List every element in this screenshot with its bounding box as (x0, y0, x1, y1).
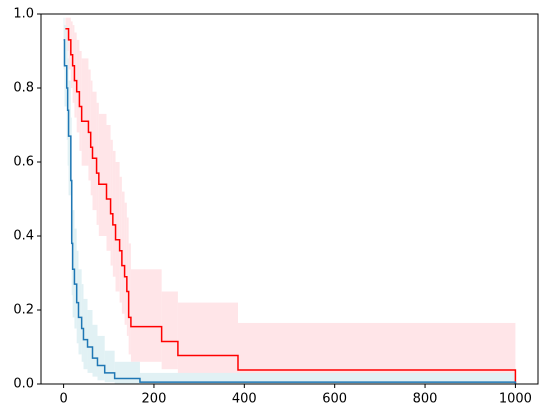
confidence-band (96, 102, 99, 225)
y-tick-label: 0.6 (13, 155, 34, 170)
y-tick-label: 1.0 (13, 7, 34, 22)
confidence-band (106, 125, 111, 251)
x-tick-label: 600 (322, 392, 347, 407)
confidence-band (65, 17, 69, 51)
y-tick-label: 0.2 (13, 303, 34, 318)
plot-frame (40, 13, 539, 385)
confidence-band (81, 284, 84, 362)
confidence-band (81, 58, 89, 166)
confidence-band (97, 335, 105, 381)
confidence-band (76, 250, 79, 344)
confidence-band (130, 269, 162, 362)
confidence-band (139, 372, 516, 384)
confidence-band (74, 228, 77, 329)
confidence-band (115, 162, 120, 292)
confidence-band (72, 210, 75, 318)
y-tick-label: 0.4 (13, 229, 34, 244)
confidence-band (98, 113, 107, 236)
confidence-band (79, 51, 82, 151)
confidence-band (88, 69, 91, 181)
confidence-band (161, 291, 178, 370)
x-tick-label: 1000 (499, 392, 532, 407)
confidence-band (72, 25, 75, 103)
confidence-band (87, 310, 93, 373)
x-tick-label: 200 (142, 392, 167, 407)
confidence-band (124, 202, 127, 325)
confidence-band (74, 32, 77, 118)
y-tick-label: 0.0 (13, 377, 34, 392)
confidence-band (92, 324, 98, 377)
x-tick-label: 800 (413, 392, 438, 407)
x-tick-label: 400 (232, 392, 257, 407)
confidence-band (128, 243, 131, 355)
survival-line (65, 28, 517, 384)
confidence-band (76, 39, 80, 133)
x-tick-label: 0 (59, 392, 67, 407)
confidence-band (68, 80, 71, 196)
confidence-band (112, 150, 116, 277)
confidence-band (110, 139, 113, 266)
confidence-band (78, 269, 82, 355)
confidence-band (68, 17, 71, 70)
confidence-band (121, 191, 125, 314)
confidence-band (90, 80, 93, 196)
confidence-band (126, 217, 129, 336)
survival-line (63, 39, 517, 384)
confidence-band (119, 176, 122, 303)
confidence-band (104, 350, 115, 383)
y-tick-label: 0.8 (13, 81, 34, 96)
confidence-band (237, 322, 516, 383)
confidence-band (83, 298, 88, 370)
confidence-band (92, 91, 97, 211)
confidence-band (177, 302, 238, 377)
confidence-band (114, 361, 140, 384)
